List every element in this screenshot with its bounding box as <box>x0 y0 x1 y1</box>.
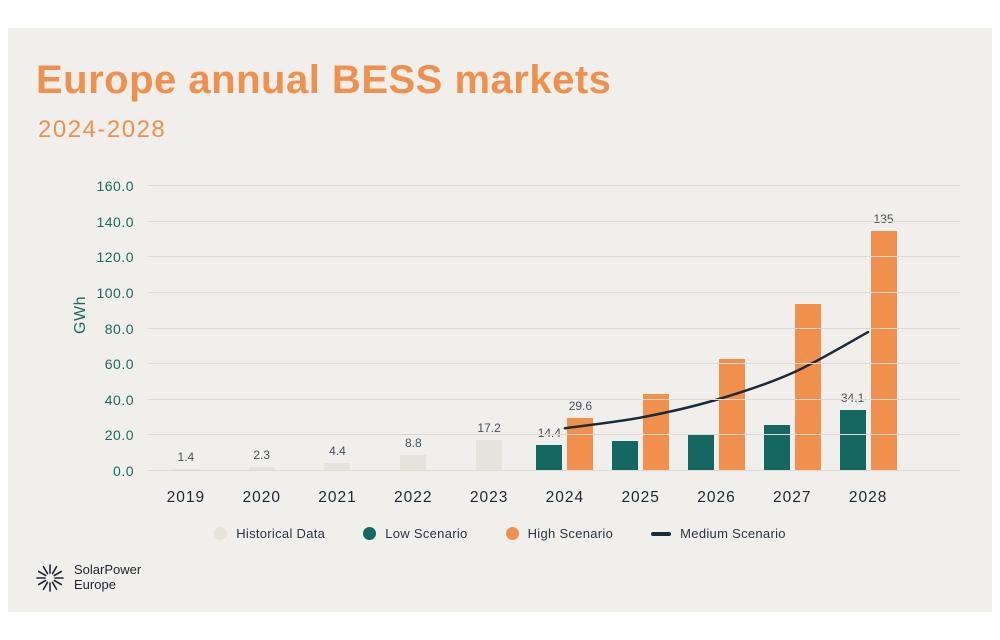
bar-group-2021: 4.4 <box>300 186 376 471</box>
low-scenario-bar-2028: 34.1 <box>839 391 866 471</box>
legend-item-medium-scenario: Medium Scenario <box>651 526 786 541</box>
brand-line-1: SolarPower <box>74 562 142 578</box>
legend-label: Medium Scenario <box>680 526 786 541</box>
low-scenario-marker <box>363 527 377 540</box>
bar-group-2023: 17.2 <box>451 186 527 471</box>
bar-value-label: 1.4 <box>177 449 195 464</box>
x-tick-2020: 2020 <box>242 489 281 506</box>
bar-group-2022: 8.8 <box>375 186 451 471</box>
page-subtitle: 2024-2028 <box>38 116 167 143</box>
bar-group-2028: 34.1 135 <box>830 186 906 471</box>
chart-legend: Historical Data Low Scenario High Scenario… <box>8 526 992 541</box>
bar-value-label: 14.4 <box>537 426 562 441</box>
bar-value-label: 29.6 <box>568 399 593 414</box>
historical-data-bar-2019: 1.4 <box>172 450 199 471</box>
bars-container: 1.4 2.3 4.4 8.8 17.2 14.4 29.6 34.1 135 <box>148 186 906 471</box>
y-tick-label: 0.0 <box>113 463 134 479</box>
x-tick-2021: 2021 <box>318 489 357 506</box>
y-axis-label: GWh <box>71 295 89 334</box>
y-tick-label: 160.0 <box>96 178 134 194</box>
gridline <box>148 398 960 400</box>
brand-line-2: Europe <box>74 577 116 592</box>
high-scenario-bar-2027 <box>794 303 821 471</box>
legend-label: High Scenario <box>527 526 614 541</box>
historical-data-bar-2023: 17.2 <box>476 421 503 471</box>
y-tick-label: 120.0 <box>96 249 134 266</box>
legend-item-high-scenario: High Scenario <box>505 526 614 541</box>
legend-item-historical-data: Historical Data <box>214 526 325 541</box>
gridline <box>148 327 960 329</box>
gridline <box>148 470 960 471</box>
gridline <box>148 434 960 436</box>
high-scenario-bar-2024: 29.6 <box>567 399 594 471</box>
y-tick-label: 140.0 <box>96 213 134 230</box>
medium-scenario-marker <box>651 531 672 536</box>
y-tick-label: 60.0 <box>104 356 134 373</box>
sunburst-icon <box>36 564 64 592</box>
low-scenario-bar-2027 <box>763 424 790 471</box>
bar-group-2020: 2.3 <box>224 186 300 471</box>
y-tick-label: 40.0 <box>104 391 134 408</box>
gridline <box>148 185 960 186</box>
bar-value-label: 4.4 <box>329 444 346 459</box>
gridline <box>148 291 960 293</box>
low-scenario-bar-2026 <box>687 433 714 471</box>
bar-group-2019: 1.4 <box>148 186 224 471</box>
x-tick-2024: 2024 <box>545 489 585 506</box>
high-scenario-bar-2025 <box>643 394 670 471</box>
x-tick-2026: 2026 <box>697 489 736 506</box>
chart-card: Europe annual BESS markets 2024-2028 GWh… <box>8 28 992 612</box>
historical-data-marker <box>214 527 228 540</box>
brand-text: SolarPower Europe <box>74 562 142 593</box>
brand: SolarPower Europe <box>34 562 141 594</box>
gridline <box>148 363 960 365</box>
legend-label: Historical Data <box>236 526 326 541</box>
plot-area: GWh 1.4 2.3 4.4 8.8 17.2 14.4 29.6 34.1 135 0.0 2… <box>72 178 960 479</box>
high-scenario-marker <box>505 527 519 540</box>
low-scenario-bar-2025 <box>612 440 639 471</box>
bar-value-label: 17.2 <box>477 421 501 436</box>
bar-group-2027 <box>754 186 830 471</box>
legend-label: Low Scenario <box>385 526 468 541</box>
bar-group-2026 <box>679 186 755 471</box>
historical-data-bar-2022: 8.8 <box>400 436 427 471</box>
high-scenario-bar-2028: 135 <box>870 212 897 471</box>
legend-item-low-scenario: Low Scenario <box>363 526 467 541</box>
gridline <box>148 220 960 222</box>
x-tick-2028: 2028 <box>848 489 888 506</box>
page-title: Europe annual BESS markets <box>36 58 612 102</box>
low-scenario-bar-2024: 14.4 <box>536 426 563 471</box>
x-tick-2023: 2023 <box>469 489 509 506</box>
y-tick-label: 100.0 <box>96 284 134 301</box>
y-tick-label: 80.0 <box>104 320 134 337</box>
bar-value-label: 2.3 <box>253 447 271 462</box>
bar-value-label: 135 <box>873 211 894 226</box>
high-scenario-bar-2026 <box>718 358 745 471</box>
bar-group-2024: 14.4 29.6 <box>527 186 603 471</box>
historical-data-bar-2021: 4.4 <box>324 444 351 471</box>
x-tick-2022: 2022 <box>394 489 433 506</box>
gridline <box>148 256 960 258</box>
bar-group-2025 <box>603 186 679 471</box>
bar-value-label: 8.8 <box>404 436 422 451</box>
x-axis: 2019 2020 2021 2022 2023 2024 2025 2026 2027 2028 <box>148 489 906 507</box>
x-tick-2025: 2025 <box>621 489 660 506</box>
x-tick-2019: 2019 <box>166 489 206 506</box>
historical-data-bar-2020: 2.3 <box>248 448 275 471</box>
y-tick-label: 20.0 <box>104 427 134 444</box>
x-tick-2027: 2027 <box>773 489 812 506</box>
